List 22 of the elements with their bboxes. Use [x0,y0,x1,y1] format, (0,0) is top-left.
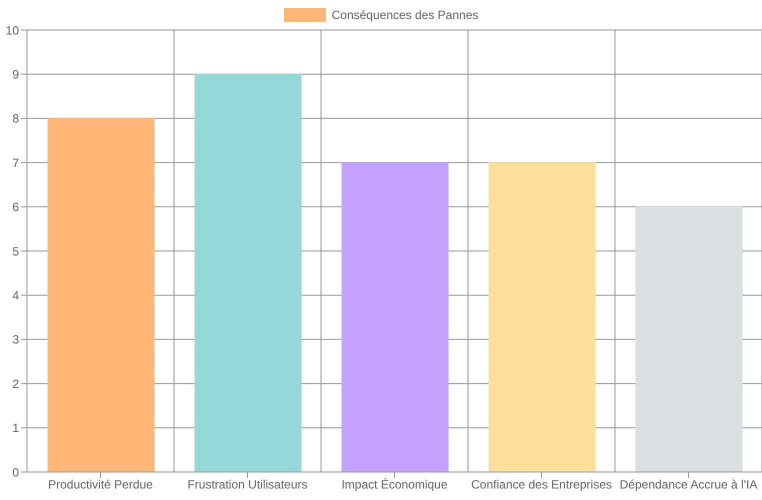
bar [342,162,448,472]
y-tick-label: 5 [12,244,20,258]
x-tick-label: Confiance des Entreprises [471,478,612,492]
y-tick-label: 4 [12,288,20,302]
bar [194,74,302,472]
y-tick-label: 0 [12,465,20,480]
x-tick-label: Frustration Utilisateurs [187,478,308,492]
y-tick-label: 9 [12,67,20,82]
y-tick-label: 10 [6,23,20,38]
y-tick-label: 1 [12,421,20,436]
y-tick-label: 7 [12,156,20,170]
bar [636,206,742,472]
x-tick-label: Productivité Perdue [48,478,154,492]
y-tick-label: 8 [12,112,20,126]
legend-label: Conséquences des Pannes [332,8,478,22]
x-tick-label: Dépendance Accrue à l'IA [620,478,758,492]
bar [488,162,596,472]
x-tick-label: Impact Économique [341,478,448,492]
y-tick-label: 2 [12,376,20,391]
y-tick-label: 6 [12,200,20,214]
bar [48,118,154,472]
y-tick-label: 3 [12,332,20,347]
